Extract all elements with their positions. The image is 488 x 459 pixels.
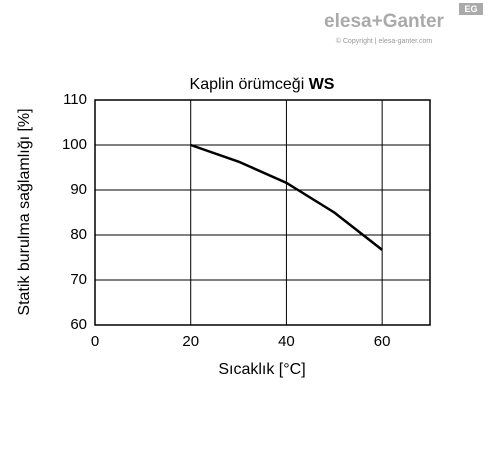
x-tick-label: 0 — [91, 333, 99, 350]
chart-title: Kaplin örümceği WS — [190, 76, 335, 93]
line — [190, 143, 383, 251]
plot-frame — [94, 99, 431, 326]
x-tick-label: 60 — [374, 333, 391, 350]
logo-copyright: © Copyright | elesa-ganter.com — [336, 37, 433, 45]
y-tick-label: 110 — [63, 91, 87, 108]
y-tick-label: 100 — [62, 136, 87, 153]
y-axis-label: Statik burulma sağlamlığı [%] — [16, 108, 33, 315]
x-tick-label: 20 — [182, 333, 199, 350]
y-tick-label: 90 — [70, 181, 87, 198]
x-tick-label: 40 — [278, 333, 295, 350]
y-tick-label: 60 — [70, 316, 87, 333]
title-emphasis: WS — [309, 76, 335, 93]
logo-brand: elesa+Ganter — [324, 11, 444, 32]
title-text: Kaplin örümceği — [190, 76, 305, 93]
logo-badge: EG — [464, 4, 477, 14]
y-tick-label: 80 — [70, 226, 87, 243]
y-tick-label: 70 — [70, 271, 87, 288]
logo-badge-box — [459, 3, 483, 15]
x-axis-label: Sıcaklık [°C] — [218, 361, 305, 378]
